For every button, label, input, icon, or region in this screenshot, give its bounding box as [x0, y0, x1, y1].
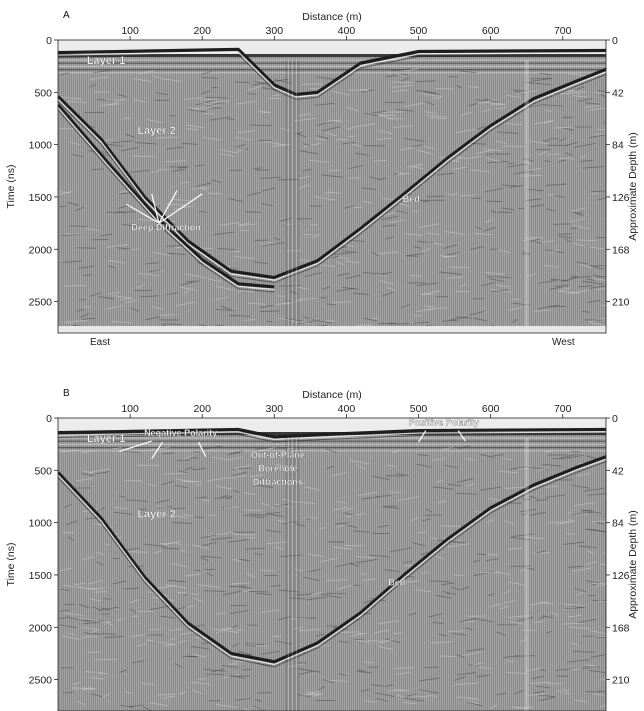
- y-tick-label: 2000: [29, 622, 53, 634]
- x-tick-label: 500: [410, 25, 428, 37]
- annotation-label: Layer 2: [137, 508, 176, 520]
- y2-tick-label: 0: [612, 413, 618, 425]
- x-tick-label: 600: [482, 403, 500, 415]
- y-tick-label: 1000: [29, 518, 53, 530]
- panel-b: 100 200 300 400 500 600 700 Distance (m) B 0 500 10…: [5, 388, 639, 711]
- x-tick-label: 700: [554, 403, 572, 415]
- y-tick-label: 0: [46, 413, 52, 425]
- annotation-label: Deep Diffraction: [131, 222, 201, 232]
- annotation-label: Bed: [403, 194, 420, 204]
- y2-tick-label: 210: [612, 297, 630, 309]
- annotation-label: Out-of-Plane: [251, 450, 305, 460]
- annotation-leaders: [126, 190, 203, 224]
- panel-letter: A: [63, 10, 70, 21]
- y2-tick-label: 42: [612, 87, 624, 99]
- x-axis-title: Distance (m): [302, 11, 362, 23]
- x-tick-label: 300: [266, 25, 284, 37]
- x-tick-label: 200: [193, 25, 211, 37]
- y2-tick-label: 126: [612, 570, 630, 582]
- bed-reflector: [58, 67, 606, 280]
- annotation-label: Diffractions: [253, 477, 303, 487]
- annotation-label: Layer 1: [87, 55, 126, 67]
- plot-frame: [57, 417, 607, 711]
- y-tick-label: 2500: [29, 675, 53, 687]
- y-tick-label: 1500: [29, 570, 53, 582]
- y2-tick-label: 84: [612, 140, 624, 152]
- layer-boundary: [58, 427, 606, 439]
- annotation-label: Bed: [388, 577, 405, 587]
- y2-axis-title: Approximate Depth (m): [627, 510, 639, 619]
- y-tick-label: 2500: [29, 297, 53, 309]
- x-tick-label: 400: [338, 403, 356, 415]
- bed-reflector: [58, 455, 606, 664]
- annotation-label: Positive Polarity: [409, 417, 479, 427]
- y-tick-label: 0: [46, 35, 52, 47]
- annotation-label: Layer 1: [87, 433, 126, 445]
- y2-tick-label: 42: [612, 465, 624, 477]
- x-tick-label: 700: [554, 25, 572, 37]
- secondary-reflector: [58, 103, 275, 289]
- x-tick-label: 400: [338, 25, 356, 37]
- y-tick-label: 500: [34, 87, 52, 99]
- y2-tick-label: 168: [612, 244, 630, 256]
- x-tick-label: 200: [193, 403, 211, 415]
- annotation-leaders: [119, 430, 466, 460]
- x-tick-label: 100: [121, 25, 139, 37]
- panel-a: 100 200 300 400 500 600 700 Distance (m) A 0 500 10…: [5, 10, 639, 348]
- plot-frame: [57, 39, 607, 334]
- west-label: West: [552, 337, 575, 348]
- y-axis-title: Time (ns): [5, 543, 17, 587]
- y-tick-label: 1500: [29, 192, 53, 204]
- y-tick-label: 500: [34, 465, 52, 477]
- y2-axis-title: Approximate Depth (m): [627, 132, 639, 241]
- y2-tick-label: 0: [612, 35, 618, 47]
- y2-tick-label: 126: [612, 192, 630, 204]
- x-tick-label: 500: [410, 403, 428, 415]
- x-tick-label: 600: [482, 25, 500, 37]
- y2-tick-label: 210: [612, 675, 630, 687]
- x-axis-title: Distance (m): [302, 389, 362, 401]
- y2-tick-label: 168: [612, 622, 630, 634]
- radargram: [58, 418, 606, 711]
- x-tick-label: 300: [266, 403, 284, 415]
- panel-letter: B: [63, 388, 70, 399]
- annotation-label: Borehole: [258, 463, 297, 473]
- annotation-label: Negative Polarity: [144, 428, 217, 438]
- radargram: [58, 40, 606, 333]
- y2-tick-label: 84: [612, 518, 624, 530]
- y-tick-label: 2000: [29, 244, 53, 256]
- x-tick-label: 100: [121, 403, 139, 415]
- layer-boundary: [58, 47, 606, 97]
- y-tick-label: 1000: [29, 140, 53, 152]
- east-label: East: [90, 337, 110, 348]
- y-axis-title: Time (ns): [5, 165, 17, 209]
- annotation-label: Layer 2: [137, 125, 176, 137]
